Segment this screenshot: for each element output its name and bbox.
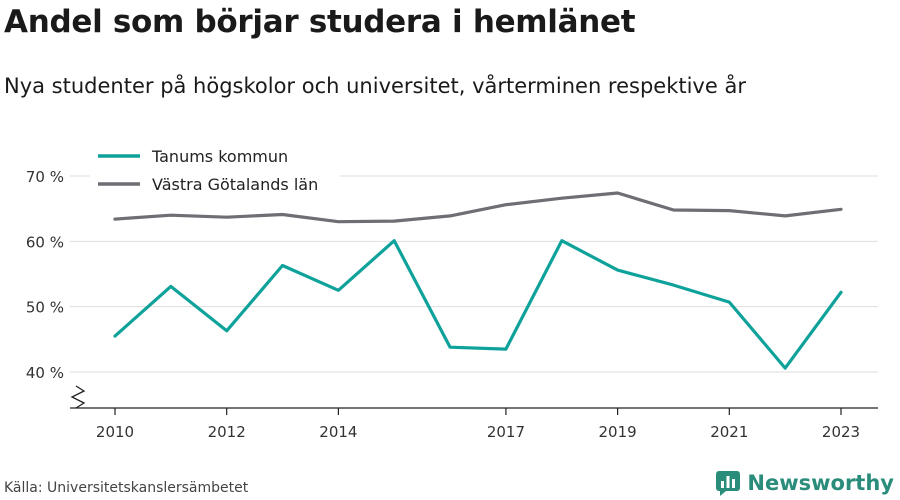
y-tick-label: 60 %	[26, 233, 64, 251]
x-tick-label: 2019	[599, 423, 637, 441]
x-tick-label: 2014	[319, 423, 357, 441]
chart-title: Andel som börjar studera i hemlänet	[4, 4, 636, 40]
x-tick-label: 2017	[487, 423, 525, 441]
legend-label: Västra Götalands län	[152, 175, 318, 194]
x-tick-label: 2021	[710, 423, 748, 441]
brand-logo[interactable]: Newsworthy	[715, 470, 894, 496]
axis-break-icon	[70, 385, 86, 409]
brand-name: Newsworthy	[747, 471, 894, 495]
series-line	[113, 239, 843, 370]
y-tick-label: 50 %	[26, 299, 64, 317]
x-tick-label: 2012	[208, 423, 246, 441]
x-tick-label: 2010	[96, 423, 134, 441]
source-note: Källa: Universitetskanslersämbetet	[4, 480, 249, 496]
y-tick-label: 70 %	[26, 168, 64, 186]
chart-subtitle: Nya studenter på högskolor och universit…	[4, 74, 746, 98]
series-line	[113, 191, 843, 224]
legend-label: Tanums kommun	[151, 147, 288, 166]
y-tick-label: 40 %	[26, 364, 64, 382]
newsworthy-logo-icon	[716, 471, 741, 496]
x-tick-label: 2023	[822, 423, 860, 441]
